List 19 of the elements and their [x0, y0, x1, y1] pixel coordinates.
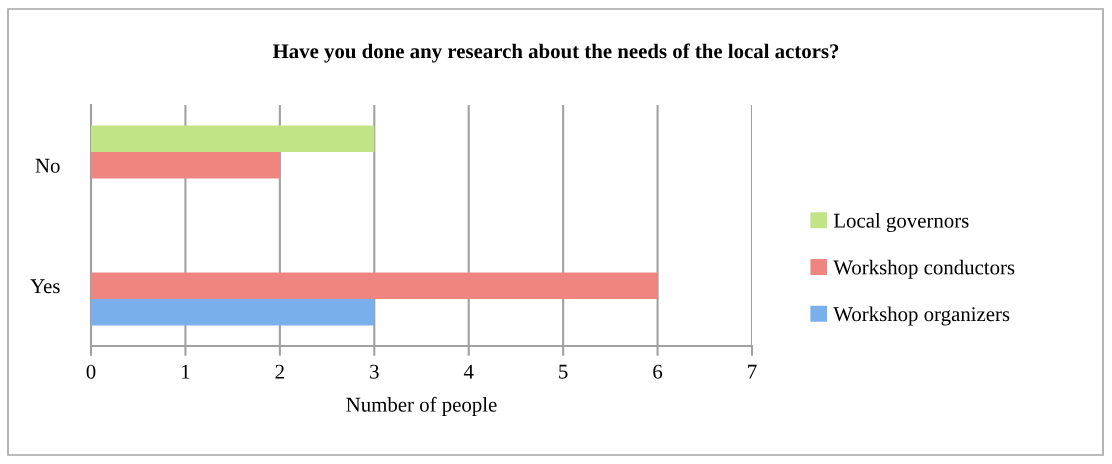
legend-label: Workshop conductors [833, 259, 1015, 279]
legend-label: Local governors [833, 213, 969, 232]
x-tick-label: 1 [182, 364, 190, 379]
bar [91, 125, 375, 152]
x-tick-label: 0 [86, 364, 96, 379]
y-tick-label: No [35, 158, 60, 173]
y-tick-label: Yes [30, 279, 60, 294]
x-tick-label: 4 [463, 364, 474, 379]
legend-label: Workshop organizers [833, 306, 1010, 326]
bar [91, 272, 658, 300]
x-tick-label: 5 [559, 364, 568, 379]
x-tick-label: 6 [653, 364, 663, 379]
x-tick-label: 2 [275, 364, 284, 379]
x-tick-label: 7 [748, 364, 757, 379]
bar [91, 299, 375, 326]
bar [91, 152, 280, 179]
x-axis-title: Number of people [346, 396, 497, 416]
x-tick-label: 3 [370, 364, 379, 379]
chart-title: Have you done any research about the needs of the local actors? [272, 43, 839, 63]
